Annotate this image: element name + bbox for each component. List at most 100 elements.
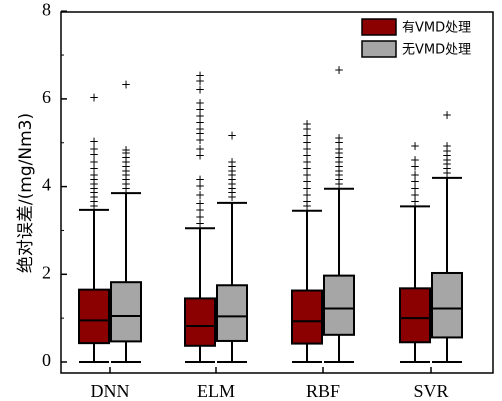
y-tick-label: 4 [42,175,51,195]
outlier-marker: + [410,181,420,195]
outlier-marker: + [121,155,131,169]
outlier-marker: + [334,173,344,187]
iqr-box [399,287,431,344]
outlier-marker: + [302,135,312,149]
outlier-marker: + [410,168,420,182]
outlier-marker: + [89,181,99,195]
outlier-marker: + [89,173,99,187]
outlier-marker: + [89,168,99,182]
outlier-marker: + [195,69,205,83]
outlier-marker: + [302,148,312,162]
outlier-marker: + [227,129,237,143]
outlier-marker: + [89,186,99,200]
outlier-marker: + [195,102,205,116]
outlier-marker: + [89,148,99,162]
outlier-marker: + [89,194,99,208]
box-svr-with-vmd: ++++++++ [399,139,431,363]
outlier-marker: + [227,190,237,204]
iqr-box [431,271,463,339]
outlier-marker: + [302,181,312,195]
outlier-marker: + [442,166,452,180]
outlier-marker: + [195,133,205,147]
legend-item-with-vmd: 有VMD处理 [361,18,471,36]
outlier-marker: + [227,173,237,187]
outlier-marker: + [442,153,452,167]
iqr-box [216,284,248,342]
outlier-marker: + [195,216,205,230]
iqr-box [184,297,216,347]
outlier-marker: + [410,159,420,173]
outlier-marker: + [442,144,452,158]
outlier-marker: + [195,148,205,162]
outlier-marker: + [442,162,452,176]
outlier-marker: + [442,148,452,162]
outlier-marker: + [302,129,312,143]
x-tick-label: RBF [306,381,340,401]
outlier-marker: + [227,181,237,195]
legend-label: 有VMD处理 [402,21,471,36]
legend-swatch [361,18,397,36]
outlier-marker: + [121,181,131,195]
y-tick-label: 8 [42,0,51,19]
outlier-marker: + [89,177,99,191]
box-svr-without-vmd: ++++++++ [431,108,463,363]
legend-label: 无VMD处理 [402,43,471,58]
outlier-marker: + [227,177,237,191]
outlier-marker: + [121,77,131,91]
outlier-marker: + [195,210,205,224]
outlier-marker: + [195,96,205,110]
outlier-marker: + [442,157,452,171]
outlier-marker: + [121,146,131,160]
outlier-marker: + [334,164,344,178]
outlier-marker: + [89,134,99,148]
legend-item-without-vmd: 无VMD处理 [361,40,471,58]
y-tick-label: 6 [42,87,51,107]
outlier-marker: + [410,139,420,153]
outlier-marker: + [121,177,131,191]
x-tick-label: DNN [91,381,130,401]
outlier-marker: + [89,142,99,156]
outlier-marker: + [410,194,420,208]
outlier-marker: + [302,155,312,169]
outlier-marker: + [121,164,131,178]
outlier-marker: + [195,203,205,217]
iqr-box [110,281,142,343]
outlier-marker: + [334,159,344,173]
outlier-marker: + [410,153,420,167]
outlier-marker: + [334,177,344,191]
y-axis-label: 绝对误差/(mg/Nm3) [16,113,36,273]
outlier-marker: + [227,168,237,182]
outlier-marker: + [334,151,344,165]
box-dnn-with-vmd: ++++++++++++++ [78,91,110,363]
outlier-marker: + [442,108,452,122]
outlier-marker: + [89,91,99,105]
outlier-marker: + [195,126,205,140]
outlier-marker: + [334,142,344,156]
outlier-marker: + [227,164,237,178]
outlier-marker: + [334,63,344,77]
outlier-marker: + [334,131,344,145]
box-elm-without-vmd: ++++++++++ [216,129,248,363]
outlier-marker: + [195,83,205,97]
iqr-box [323,274,355,336]
y-tick-label: 0 [42,350,51,370]
outlier-marker: + [195,173,205,187]
outlier-marker: + [302,142,312,156]
outlier-marker: + [302,117,312,131]
outlier-marker: + [195,188,205,202]
outlier-marker: + [195,74,205,88]
outlier-marker: + [302,168,312,182]
outlier-marker: + [334,146,344,160]
outlier-marker: + [89,162,99,176]
legend-swatch [361,40,397,58]
outlier-marker: + [302,199,312,213]
outlier-marker: + [195,142,205,156]
outlier-marker: + [227,186,237,200]
x-tick-label: ELM [197,381,235,401]
y-tick-label: 2 [42,262,51,282]
outlier-marker: + [121,159,131,173]
outlier-marker: + [302,162,312,176]
x-tick-label: SVR [413,381,448,401]
outlier-marker: + [334,135,344,149]
